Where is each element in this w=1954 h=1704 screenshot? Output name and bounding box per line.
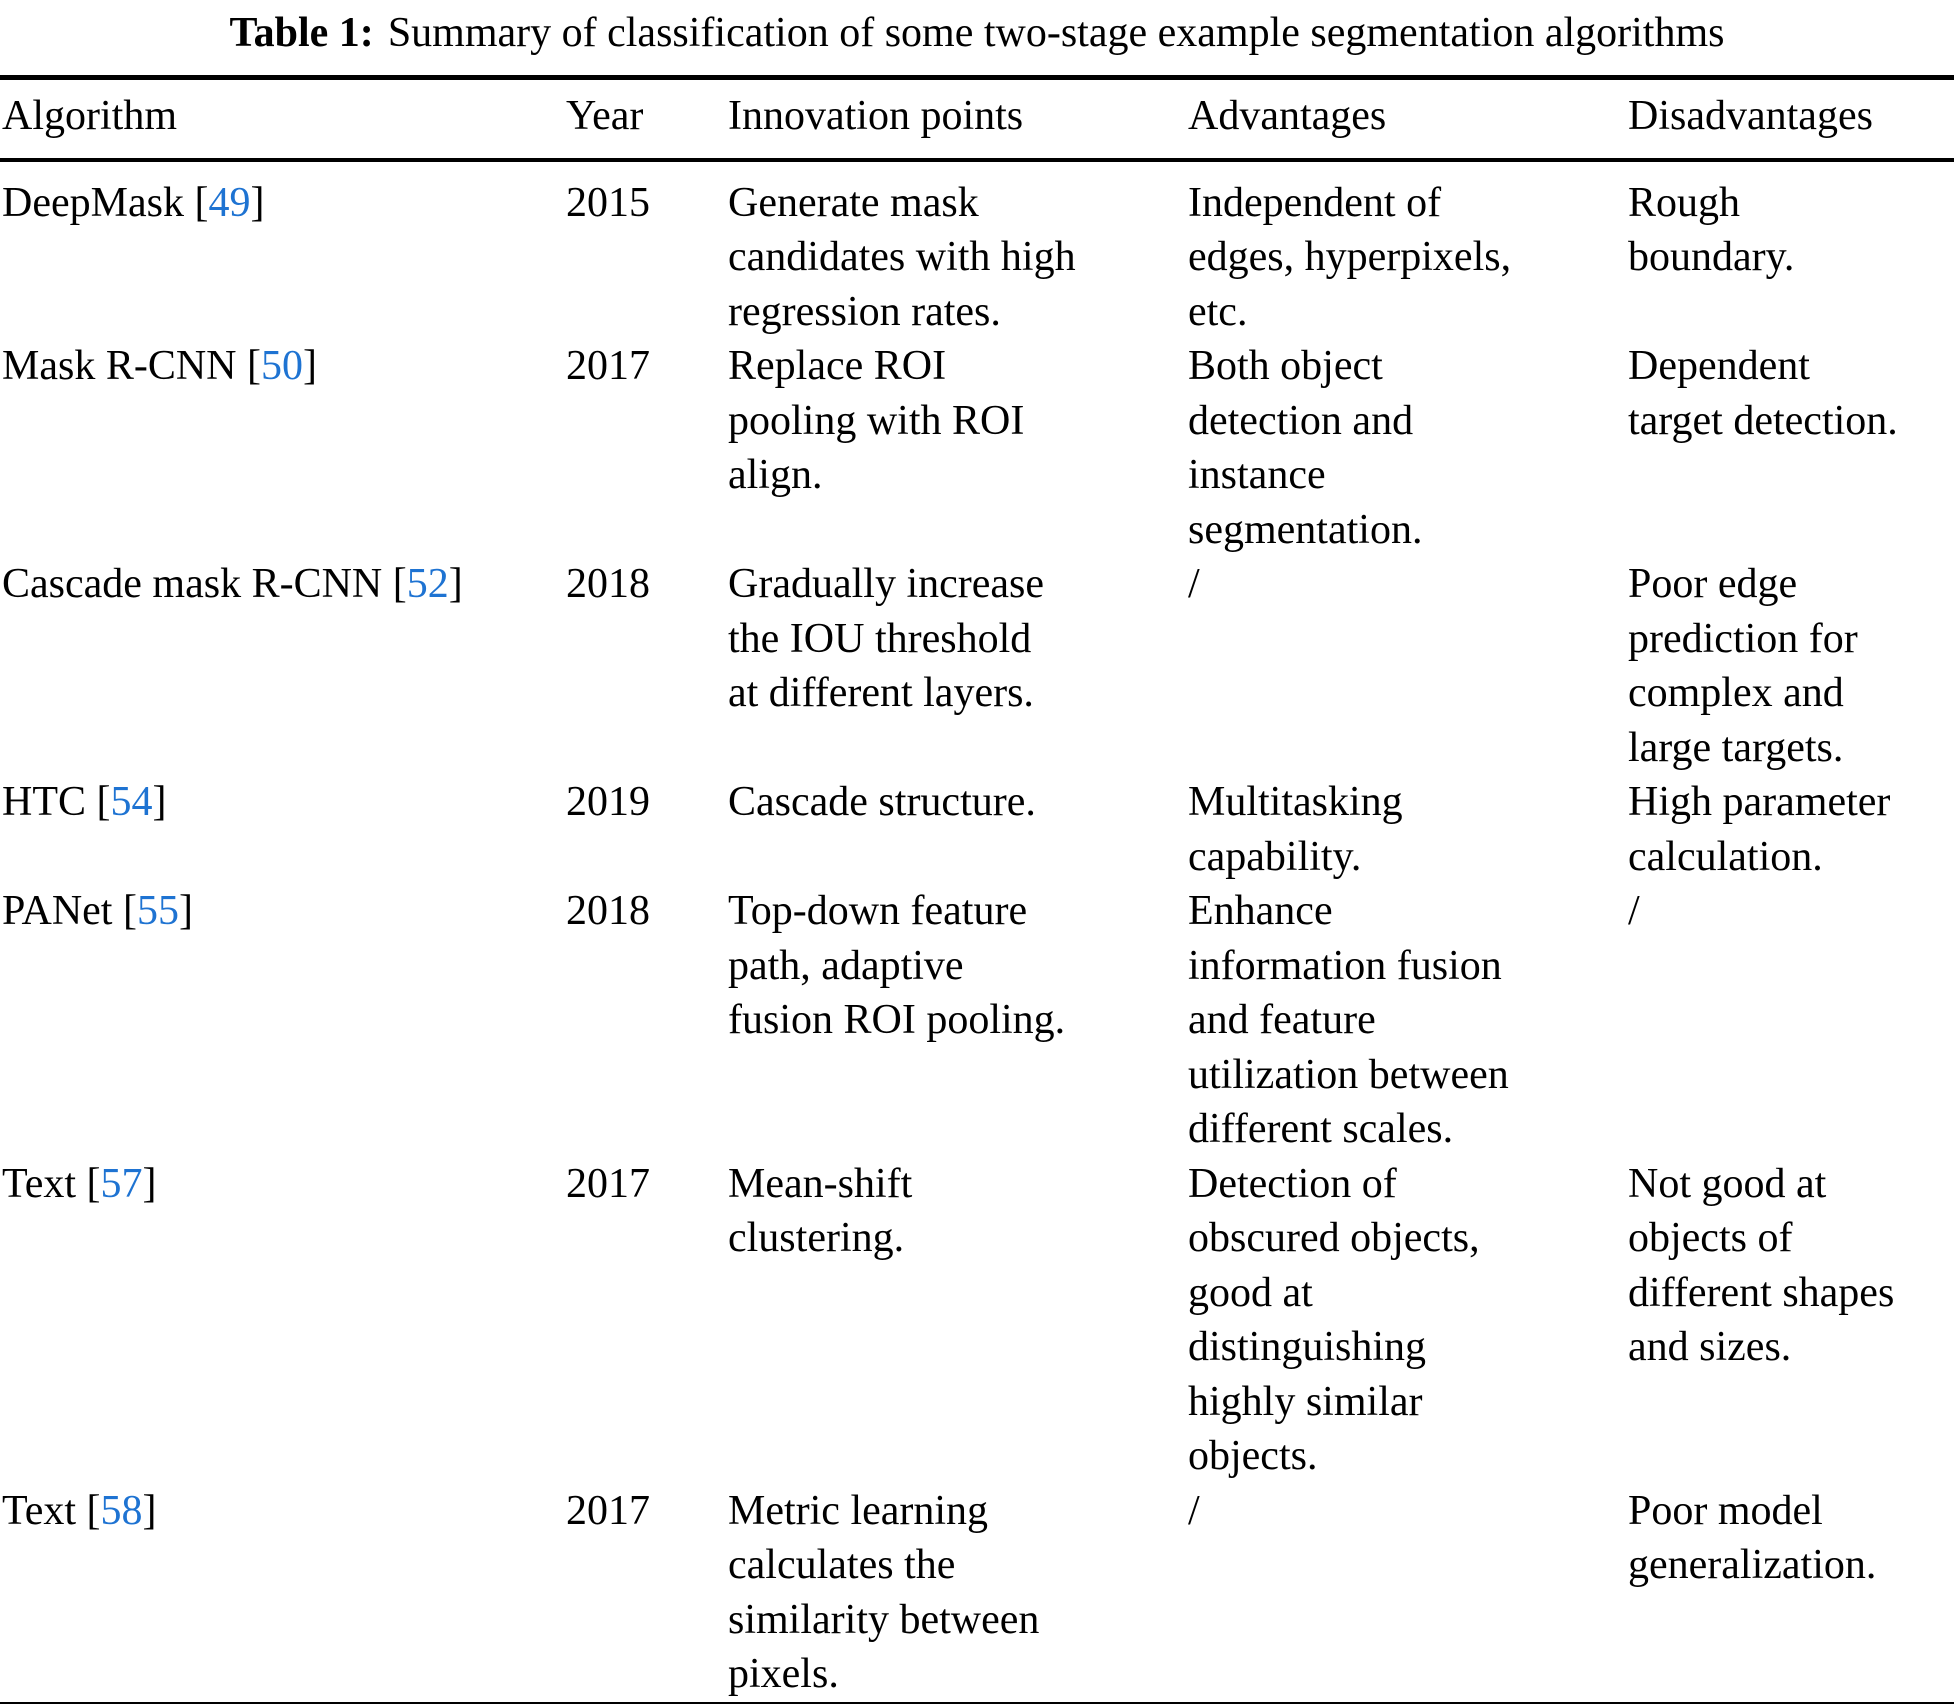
algorithm-name: Mask R-CNN [ [2,343,261,389]
year-cell: 2017 [566,343,650,389]
disadvantages-cell: Poor edge prediction for complex and lar… [1628,561,1858,771]
header-row: Algorithm Year Innovation points Advanta… [0,77,1954,162]
table-caption: Table 1: Summary of classification of som… [0,0,1954,75]
algorithm-cell: Cascade mask R-CNN [52] [0,557,566,775]
advantages-cell: Both object detection and instance segme… [1188,343,1423,553]
advantages-cell: Detection of obscured objects, good at d… [1188,1160,1480,1480]
column-header-innovation-points: Innovation points [728,77,1188,162]
table-row-mask-rcnn: Mask R-CNN [50] 2017 Replace ROI pooling… [0,339,1954,557]
algorithm-cell: PANet [55] [0,884,566,1157]
table-caption-label: Table 1: [229,10,374,56]
algorithm-cell: DeepMask [49] [0,160,566,340]
citation-link[interactable]: 58 [100,1487,143,1534]
citation-bracket: ] [448,561,463,607]
advantages-cell: Multitasking capability. [1188,779,1403,880]
year-cell: 2017 [566,1487,650,1534]
advantages-cell: / [1188,1487,1200,1534]
table-caption-text: Summary of classification of some two-st… [387,10,1725,56]
disadvantages-cell: Poor model generalization. [1628,1487,1877,1589]
column-header-algorithm: Algorithm [0,77,566,162]
innovation-cell: Cascade structure. [728,779,1036,825]
advantages-cell: / [1188,561,1200,607]
algorithm-name: DeepMask [ [2,179,209,226]
table-row-deepmask: DeepMask [49] 2015 Generate mask candida… [0,160,1954,340]
algorithm-cell: Text [58] [0,1484,566,1704]
table-row-text-58: Text [58] 2017 Metric learning calculate… [0,1484,1954,1704]
algorithm-name: HTC [ [2,779,111,825]
citation-link[interactable]: 49 [208,179,251,226]
column-header-disadvantages: Disadvantages [1628,77,1954,162]
column-header-advantages: Advantages [1188,77,1628,162]
algorithm-name: Text [ [2,1160,101,1207]
citation-bracket: ] [178,888,193,934]
algorithm-cell: Mask R-CNN [50] [0,339,566,557]
year-cell: 2015 [566,179,650,226]
table-row-htc: HTC [54] 2019 Cascade structure. Multita… [0,775,1954,884]
disadvantages-cell: High parameter calculation. [1628,779,1891,880]
citation-link[interactable]: 54 [110,779,153,825]
advantages-cell: Enhance information fusion and feature u… [1188,888,1509,1152]
citation-bracket: ] [303,343,317,389]
column-header-year: Year [566,77,728,162]
summary-table: Algorithm Year Innovation points Advanta… [0,75,1954,1704]
citation-link[interactable]: 57 [100,1160,143,1207]
citation-link[interactable]: 50 [261,343,303,389]
disadvantages-cell: Rough boundary. [1628,179,1795,281]
innovation-cell: Replace ROI pooling with ROI align. [728,343,1025,498]
innovation-cell: Gradually increase the IOU threshold at … [728,561,1045,716]
innovation-cell: Top-down feature path, adaptive fusion R… [728,888,1066,1043]
citation-bracket: ] [142,1160,157,1207]
citation-bracket: ] [142,1487,157,1534]
table-row-cascade-mask-rcnn: Cascade mask R-CNN [52] 2018 Gradually i… [0,557,1954,775]
disadvantages-cell: Not good at objects of different shapes … [1628,1160,1895,1371]
innovation-cell: Mean-shift clustering. [728,1160,913,1262]
citation-link[interactable]: 55 [136,888,179,934]
citation-link[interactable]: 52 [406,561,449,607]
disadvantages-cell: / [1628,888,1640,934]
disadvantages-cell: Dependent target detection. [1628,343,1898,444]
innovation-cell: Metric learning calculates the similarit… [728,1487,1040,1698]
algorithm-name: Cascade mask R-CNN [ [2,561,407,607]
year-cell: 2019 [566,779,650,825]
year-cell: 2018 [566,888,650,934]
algorithm-name: Text [ [2,1487,101,1534]
year-cell: 2018 [566,561,650,607]
algorithm-cell: Text [57] [0,1157,566,1484]
algorithm-cell: HTC [54] [0,775,566,884]
table-row-text-57: Text [57] 2017 Mean-shift clustering. De… [0,1157,1954,1484]
year-cell: 2017 [566,1160,650,1207]
innovation-cell: Generate mask candidates with high regre… [728,179,1076,335]
citation-bracket: ] [152,779,167,825]
algorithm-name: PANet [ [2,888,137,934]
citation-bracket: ] [250,179,265,226]
table-row-panet: PANet [55] 2018 Top-down feature path, a… [0,884,1954,1157]
advantages-cell: Independent of edges, hyperpixels, etc. [1188,179,1512,335]
